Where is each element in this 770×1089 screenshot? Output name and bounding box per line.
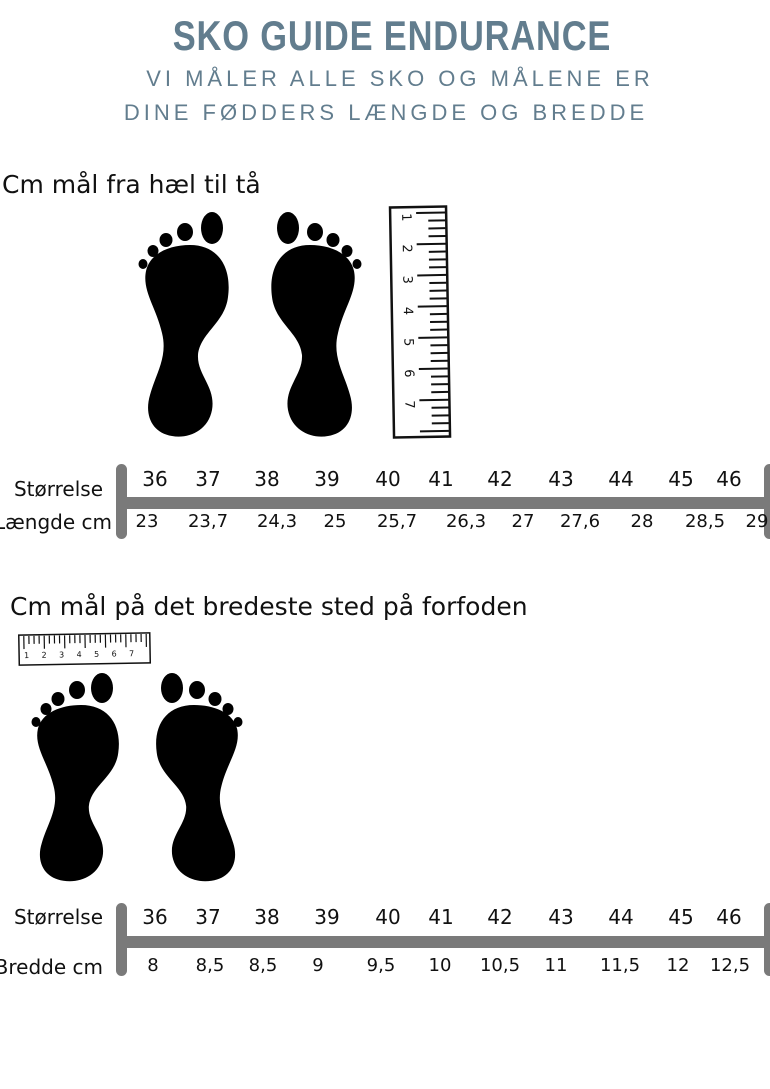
width-heading: Cm mål på det bredeste sted på forfoden [10,592,528,621]
size-cell: 40 [375,905,401,929]
length-row-label: Længde cm [0,510,112,534]
size-cell: 39 [314,467,340,491]
page-title: SKO GUIDE ENDURANCE [172,12,612,59]
length-cell: 26,3 [445,511,487,532]
ruler-number: 2 [42,651,47,660]
length-cell: 27,6 [559,511,601,532]
ruler-tick [418,336,448,339]
vertical-ruler-icon: 1 2 3 4 5 6 7 [388,205,452,439]
ruler-number: 6 [401,369,416,378]
table-bracket-right-2 [764,903,770,976]
size-cell: 42 [487,467,513,491]
ruler-number: 3 [399,275,414,284]
size-row-label: Størrelse [13,477,103,501]
ruler-number: 1 [24,651,29,660]
table-bracket-right [764,464,770,539]
left-foot-icon [138,212,229,437]
size-cell: 43 [548,905,574,929]
size-cell: 43 [548,467,574,491]
width-cell: 10,5 [479,955,521,976]
ruler-tick [417,273,447,277]
size-cell: 36 [142,467,168,491]
size-cell: 39 [314,905,340,929]
width-cell: 8,5 [195,955,225,976]
ruler-number: 6 [112,649,117,658]
width-cell: 9,5 [366,955,396,976]
size-cell: 46 [716,905,742,929]
ruler-tick [418,367,448,371]
width-cell: 8,5 [248,955,278,976]
ruler-number: 4 [77,650,82,659]
size-cell: 46 [716,467,742,491]
right-foot-icon-2 [156,673,243,882]
size-cell: 36 [142,905,168,929]
width-cell: 12,5 [709,955,751,976]
size-cell: 38 [254,467,280,491]
size-cell: 44 [608,467,634,491]
width-cell: 11 [544,955,568,976]
ruler-number: 2 [399,244,414,253]
ruler-number: 7 [401,400,416,409]
size-cell: 38 [254,905,280,929]
size-cell: 45 [668,467,694,491]
size-cell: 37 [195,467,221,491]
ruler-tick [416,211,446,215]
length-cell: 24,3 [256,511,298,532]
width-cell: 8 [147,955,159,976]
subtitle-line-1: VI MÅLER ALLE SKO OG MÅLENE ER [146,66,654,91]
length-cell: 29 [745,511,769,532]
length-cell: 25 [323,511,347,532]
length-cell: 23 [135,511,159,532]
table-divider-bar-2 [120,936,770,948]
left-foot-icon-2 [31,673,119,882]
ruler-tick [419,398,449,402]
length-cell: 25,7 [376,511,418,532]
ruler-tick [419,429,449,433]
size-cell: 37 [195,905,221,929]
size-cell: 42 [487,905,513,929]
length-cell: 23,7 [187,511,229,532]
size-cell: 40 [375,467,401,491]
width-cell: 12 [666,955,690,976]
width-cell: 10 [428,955,452,976]
table-divider-bar [120,497,770,509]
ruler-number: 1 [398,213,413,222]
size-cell: 41 [428,467,454,491]
size-row-label-2: Størrelse [13,905,103,929]
ruler-number: 4 [400,307,415,316]
horizontal-ruler-icon: 1 2 3 4 5 6 7 [18,632,152,666]
length-cell: 28,5 [684,511,726,532]
width-cell: 9 [312,955,324,976]
right-foot-icon [271,212,362,437]
width-row-label: Bredde cm [0,955,103,979]
length-cell: 27 [511,511,535,532]
ruler-number: 7 [129,649,134,658]
length-cell: 28 [630,511,654,532]
size-cell: 44 [608,905,634,929]
size-cell: 41 [428,905,454,929]
ruler-number: 3 [59,650,64,659]
ruler-number: 5 [400,338,415,347]
ruler-number: 5 [94,650,99,659]
subtitle-line-2: DINE FØDDERS LÆNGDE OG BREDDE [123,100,649,125]
ruler-tick [416,242,446,246]
ruler-tick [417,305,447,308]
size-cell: 45 [668,905,694,929]
width-cell: 11,5 [599,955,641,976]
length-heading: Cm mål fra hæl til tå [2,170,261,199]
